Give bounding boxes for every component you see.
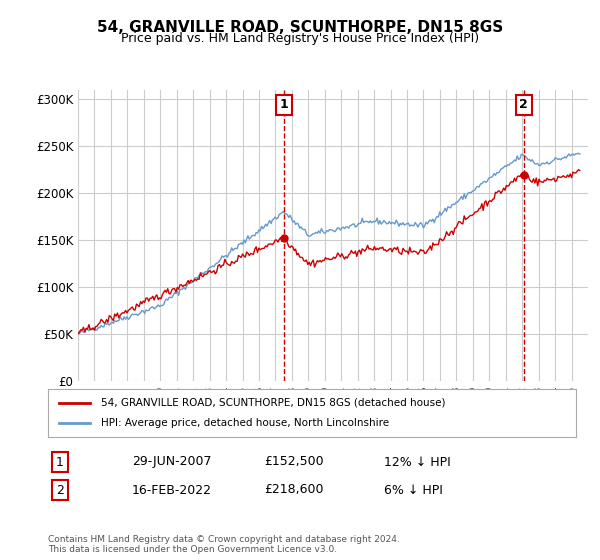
- Text: HPI: Average price, detached house, North Lincolnshire: HPI: Average price, detached house, Nort…: [101, 418, 389, 428]
- Text: 2: 2: [520, 99, 528, 111]
- Text: £152,500: £152,500: [264, 455, 323, 469]
- Text: 1: 1: [56, 455, 64, 469]
- Text: 6% ↓ HPI: 6% ↓ HPI: [384, 483, 443, 497]
- Text: £218,600: £218,600: [264, 483, 323, 497]
- Text: Contains HM Land Registry data © Crown copyright and database right 2024.
This d: Contains HM Land Registry data © Crown c…: [48, 535, 400, 554]
- Text: Price paid vs. HM Land Registry's House Price Index (HPI): Price paid vs. HM Land Registry's House …: [121, 32, 479, 45]
- Text: 54, GRANVILLE ROAD, SCUNTHORPE, DN15 8GS: 54, GRANVILLE ROAD, SCUNTHORPE, DN15 8GS: [97, 20, 503, 35]
- Text: 54, GRANVILLE ROAD, SCUNTHORPE, DN15 8GS (detached house): 54, GRANVILLE ROAD, SCUNTHORPE, DN15 8GS…: [101, 398, 445, 408]
- Text: 16-FEB-2022: 16-FEB-2022: [132, 483, 212, 497]
- Text: 2: 2: [56, 483, 64, 497]
- Text: 29-JUN-2007: 29-JUN-2007: [132, 455, 212, 469]
- Text: 1: 1: [279, 99, 288, 111]
- Text: 12% ↓ HPI: 12% ↓ HPI: [384, 455, 451, 469]
